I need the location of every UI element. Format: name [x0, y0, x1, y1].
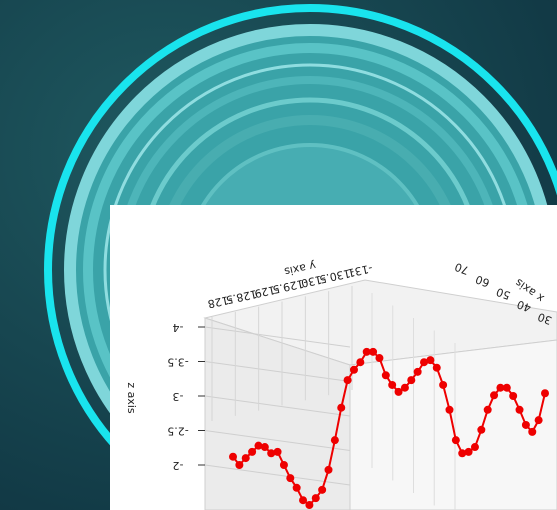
data-point — [312, 494, 320, 502]
data-point — [344, 376, 352, 384]
data-point — [509, 392, 517, 400]
data-point — [465, 448, 473, 456]
data-point — [382, 371, 390, 379]
z-tick-label: -2.5 — [167, 425, 188, 438]
data-point — [318, 486, 326, 494]
data-point — [350, 366, 358, 374]
data-point — [490, 391, 498, 399]
z-tick-label: -3.5 — [167, 356, 188, 369]
data-point — [242, 454, 250, 462]
scene: -4-3.5-3-2.5-2-128-128.5-129-129.5-130-1… — [0, 0, 557, 510]
data-point — [528, 428, 536, 436]
data-point — [516, 406, 524, 414]
data-point — [356, 358, 364, 366]
page: {"chart_data": {"type": "line3d", "x_lab… — [0, 0, 557, 510]
data-point — [452, 436, 460, 444]
data-point — [299, 496, 307, 504]
data-point — [305, 501, 313, 509]
data-point — [293, 484, 301, 492]
data-point — [407, 376, 415, 384]
data-point — [426, 356, 434, 364]
data-point — [541, 389, 549, 397]
z-tick-label: -2 — [173, 459, 184, 472]
data-point — [535, 416, 543, 424]
data-point — [337, 404, 345, 412]
data-point — [235, 461, 243, 469]
data-point — [325, 466, 333, 474]
data-point — [369, 348, 377, 356]
data-point — [388, 381, 396, 389]
data-point — [229, 453, 237, 461]
axes-panes — [205, 280, 557, 510]
z-tick-label: -4 — [173, 321, 184, 334]
data-point — [248, 448, 256, 456]
data-point — [286, 474, 294, 482]
data-point — [471, 443, 479, 451]
z-axis-label: z axis — [125, 382, 138, 414]
data-point — [445, 406, 453, 414]
data-point — [401, 384, 409, 392]
z-tick-label: -3 — [173, 390, 184, 403]
data-point — [484, 406, 492, 414]
data-point — [280, 461, 288, 469]
data-point — [439, 381, 447, 389]
data-point — [331, 436, 339, 444]
data-point — [477, 426, 485, 434]
data-point — [522, 421, 530, 429]
data-point — [261, 443, 269, 451]
data-point — [503, 384, 511, 392]
data-point — [433, 364, 441, 372]
data-point — [375, 354, 383, 362]
data-point — [274, 448, 282, 456]
data-point — [414, 368, 422, 376]
